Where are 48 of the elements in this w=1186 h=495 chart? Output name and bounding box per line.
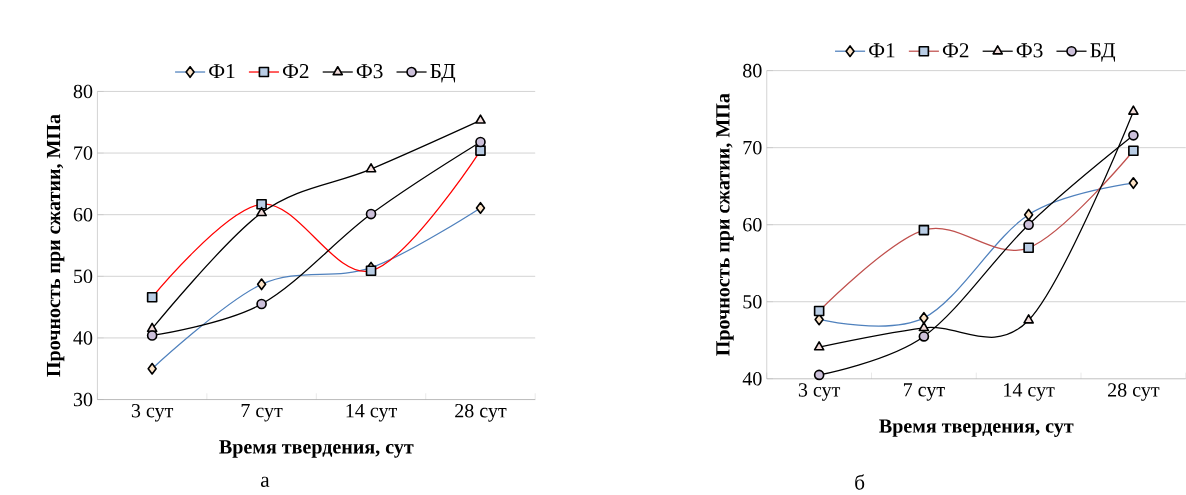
y-tick-label: 40 xyxy=(73,331,93,345)
point xyxy=(365,162,377,173)
point xyxy=(146,330,158,341)
y-tick-label: 50 xyxy=(74,269,93,284)
point xyxy=(918,321,930,332)
x-axis-title: Время твердения, сут xyxy=(879,419,1074,437)
y-axis-title: Прочность при сжатии, МПа xyxy=(46,114,65,377)
x-tick-label: 14 сут xyxy=(346,403,397,422)
y-tick-label: 70 xyxy=(74,146,93,160)
legend-label: Ф2 xyxy=(282,63,309,79)
point xyxy=(475,136,486,148)
y-tick-label: 80 xyxy=(743,63,762,78)
x-tick-label: 3 сут xyxy=(798,383,841,401)
legend-label: Ф2 xyxy=(942,43,969,58)
text: а xyxy=(260,476,270,487)
y-tick-label: 60 xyxy=(73,207,93,222)
legend-label: Ф3 xyxy=(1016,43,1043,58)
point xyxy=(256,206,267,217)
x-tick-label: 7 сут xyxy=(903,383,945,401)
x-tick-label: 3 сут xyxy=(131,403,174,422)
point xyxy=(1023,314,1035,324)
point xyxy=(813,341,825,351)
legend-label: БД xyxy=(430,64,456,83)
x-tick-label: 28 сут xyxy=(455,403,507,422)
point xyxy=(475,114,486,124)
y-tick-label: 70 xyxy=(743,140,762,155)
point xyxy=(256,298,267,310)
legend-label: Ф1 xyxy=(869,43,895,58)
y-tick-label: 80 xyxy=(73,84,93,99)
x-tick-label: 28 сут xyxy=(1108,383,1160,401)
point xyxy=(813,369,825,381)
legend-label: БД xyxy=(1090,43,1116,62)
y-tick-label: 30 xyxy=(73,392,93,407)
y-tick-label: 40 xyxy=(742,371,762,386)
point xyxy=(1128,105,1139,115)
point xyxy=(365,208,377,220)
x-tick-label: 14 сут xyxy=(1004,383,1055,401)
point xyxy=(1128,129,1139,141)
point xyxy=(1023,219,1034,230)
y-tick-label: 50 xyxy=(743,294,762,309)
x-axis-title: Время твердения, сут xyxy=(219,440,414,458)
legend-label: Ф3 xyxy=(356,63,383,79)
legend-label: Ф1 xyxy=(209,64,235,79)
y-axis-title: Прочность при сжатии, МПа xyxy=(716,93,734,356)
text: б xyxy=(855,474,865,490)
x-tick-label: 7 сут xyxy=(241,403,283,422)
y-tick-label: 60 xyxy=(743,217,762,232)
point xyxy=(918,331,930,342)
